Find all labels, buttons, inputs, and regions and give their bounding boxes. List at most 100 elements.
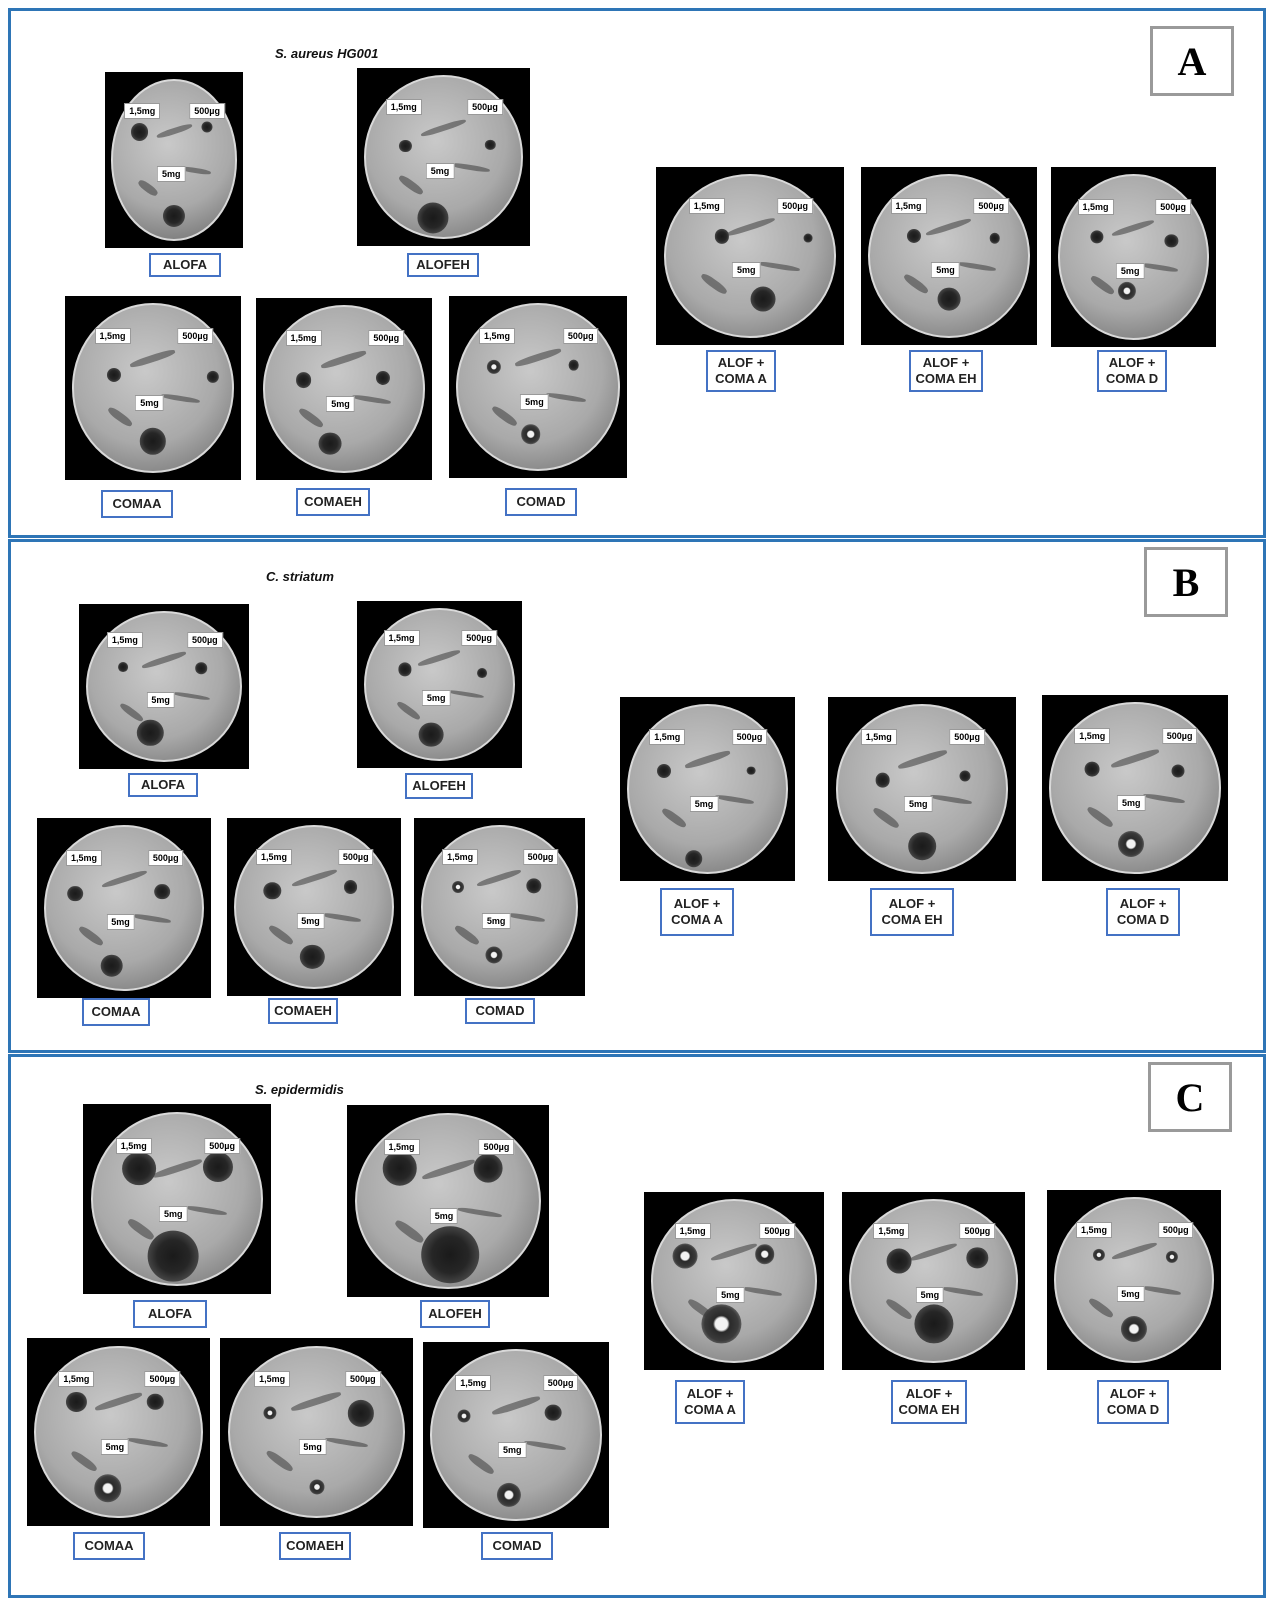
inhibition-zone-mid	[1164, 234, 1179, 248]
agar-crack	[93, 1390, 143, 1413]
caption-line: ALOF +	[686, 1386, 734, 1401]
inhibition-zone-mid	[989, 232, 1001, 244]
inhibition-zone-low	[398, 662, 412, 677]
dose-label-mid: 500µg	[562, 328, 599, 345]
dose-label-low: 1,5mg	[285, 330, 322, 347]
agar-crack	[1110, 746, 1160, 769]
panel-letter: C	[1148, 1062, 1232, 1132]
agar-crack	[446, 689, 484, 700]
inhibition-zone-high	[1117, 282, 1136, 301]
dose-label-high: 5mg	[298, 1439, 327, 1456]
plate-caption: ALOF + COMA A	[706, 350, 776, 392]
agar-crack	[126, 1216, 157, 1242]
agar-crack	[420, 1158, 475, 1182]
agar-crack	[320, 349, 368, 370]
inhibition-zone-mid	[526, 877, 542, 894]
inhibition-zone-high	[1118, 830, 1145, 857]
inhibition-zone-high	[937, 287, 961, 311]
agar-plate-photo: 1,5mg 500µg 5mg	[1047, 1190, 1221, 1370]
dose-label-mid: 500µg	[777, 198, 813, 215]
inhibition-zone-low	[457, 1409, 471, 1423]
agar-plate-photo: 1,5mg 500µg 5mg	[105, 72, 243, 248]
dose-label-mid: 500µg	[461, 629, 497, 646]
agar-crack	[1111, 217, 1156, 238]
dose-label-low: 1,5mg	[1075, 1221, 1112, 1238]
agar-plate-photo: 1,5mg 500µg 5mg	[423, 1342, 609, 1528]
agar-crack	[129, 347, 177, 369]
inhibition-zone-high	[485, 946, 503, 964]
agar-plate-photo: 1,5mg 500µg 5mg	[1051, 167, 1216, 347]
dose-label-low: 1,5mg	[255, 849, 292, 866]
dose-label-low: 1,5mg	[115, 1137, 152, 1154]
inhibition-zone-high	[684, 850, 703, 868]
agar-crack	[741, 1285, 783, 1297]
inhibition-zone-low	[118, 661, 129, 672]
inhibition-zone-mid	[203, 1151, 234, 1182]
dose-label-mid: 500µg	[522, 849, 559, 866]
inhibition-zone-mid	[343, 880, 358, 895]
agar-crack	[1141, 1285, 1181, 1296]
dose-label-high: 5mg	[915, 1287, 945, 1304]
dose-label-low: 1,5mg	[455, 1374, 492, 1391]
caption-line: COMA A	[684, 1402, 736, 1417]
caption-line: COMAEH	[286, 1538, 344, 1553]
agar-crack	[325, 1437, 369, 1449]
inhibition-zone-low	[263, 1406, 277, 1420]
caption-line: ALOF +	[922, 355, 970, 370]
dose-label-mid: 500µg	[204, 1137, 240, 1154]
dose-label-high: 5mg	[156, 166, 186, 183]
caption-line: COMA A	[715, 371, 767, 386]
agar-crack	[451, 161, 491, 173]
inhibition-zone-mid	[544, 1404, 562, 1422]
inhibition-zone-high	[750, 286, 776, 312]
inhibition-zone-low	[130, 122, 149, 141]
caption-line: COMA EH	[881, 912, 943, 927]
inhibition-zone-mid	[746, 766, 756, 775]
panel-letter: B	[1144, 547, 1228, 617]
agar-crack	[941, 1285, 983, 1297]
dose-label-high: 5mg	[326, 395, 355, 412]
inhibition-zone-high	[318, 432, 342, 456]
plate-caption: ALOFEH	[420, 1300, 490, 1328]
plate-caption: COMAA	[73, 1532, 145, 1560]
dose-label-low: 1,5mg	[688, 198, 725, 215]
caption-line: ALOF +	[1109, 1386, 1157, 1401]
dose-label-high: 5mg	[498, 1441, 527, 1458]
dose-label-mid: 500µg	[144, 1371, 181, 1388]
caption-line: ALOF +	[717, 355, 765, 370]
caption-line: COMA D	[1116, 912, 1170, 927]
agar-crack	[290, 867, 338, 889]
plate-caption: COMAA	[82, 998, 150, 1026]
agar-crack	[453, 923, 481, 947]
dose-label-mid: 500µg	[467, 99, 503, 116]
dose-label-low: 1,5mg	[649, 729, 686, 746]
agar-crack	[724, 216, 776, 239]
agar-crack	[491, 1393, 541, 1416]
inhibition-zone-high	[137, 719, 164, 746]
inhibition-zone-low	[1084, 761, 1100, 777]
agar-crack	[758, 260, 801, 273]
inhibition-zone-high	[521, 424, 541, 445]
inhibition-zone-mid	[195, 662, 208, 675]
inhibition-zone-low	[486, 359, 501, 375]
agar-crack	[141, 650, 187, 670]
agar-crack	[709, 1241, 759, 1263]
dose-label-high: 5mg	[425, 163, 455, 180]
agar-crack	[417, 647, 462, 668]
inhibition-zone-high	[908, 832, 936, 860]
dose-label-low: 1,5mg	[890, 198, 927, 215]
inhibition-zone-low	[122, 1151, 157, 1186]
plate-caption: ALOFA	[149, 253, 221, 277]
dose-label-mid: 500µg	[731, 729, 768, 746]
agar-crack	[909, 1241, 958, 1263]
agar-crack	[490, 403, 519, 428]
plate-caption: ALOF + COMA D	[1097, 350, 1167, 392]
dose-label-high: 5mg	[520, 393, 549, 410]
dose-label-high: 5mg	[689, 795, 719, 812]
inhibition-zone-low	[107, 368, 122, 383]
agar-crack	[420, 117, 467, 139]
dose-label-low: 1,5mg	[106, 632, 143, 649]
agar-plate-photo: 1,5mg 500µg 5mg	[347, 1105, 549, 1297]
inhibition-zone-mid	[473, 1153, 503, 1183]
plate-caption: ALOFEH	[407, 253, 479, 277]
